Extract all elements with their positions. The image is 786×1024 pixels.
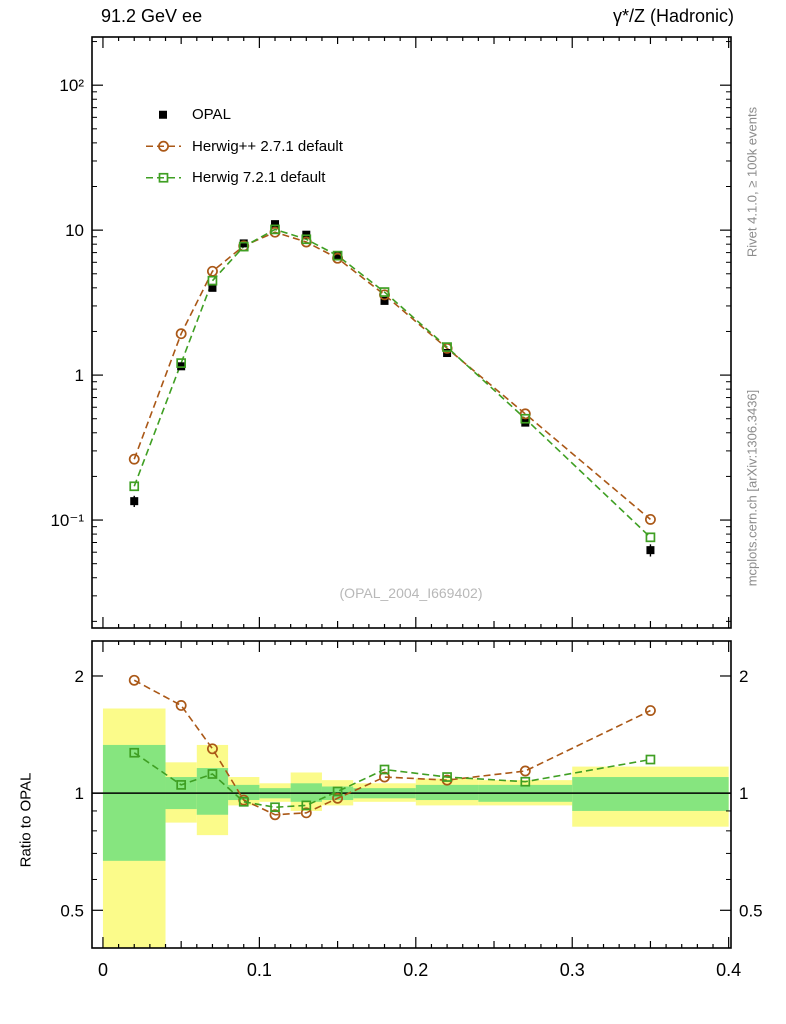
- opal-data-point: [380, 296, 389, 305]
- ratio-data-point: [519, 765, 531, 777]
- ratio-y-tick-label-left: 0.5: [60, 901, 84, 920]
- legend-item-herwig7: Herwig 7.2.1 default: [192, 162, 343, 194]
- y-axis-tick-label: 1: [75, 366, 84, 385]
- model-data-point: [442, 342, 452, 352]
- ratio-data-point: [379, 771, 390, 783]
- ratio-axis-label: Ratio to OPAL: [17, 772, 35, 868]
- plot-title-right: γ*/Z (Hadronic): [612, 6, 734, 26]
- ratio-data-point: [128, 674, 140, 686]
- ratio-data-point: [442, 772, 452, 782]
- ratio-y-tick-label-left: 2: [75, 667, 84, 686]
- mcplots-reference-label: mcplots.cern.ch [arXiv:1306.3436]: [744, 389, 760, 587]
- model-data-point: [238, 241, 249, 252]
- opal-data-point: [333, 252, 342, 261]
- x-axis-tick-label: 0.3: [560, 960, 585, 980]
- model-data-point: [270, 224, 280, 235]
- ratio-data-point: [332, 786, 343, 797]
- x-axis-tick-label: 0.1: [247, 960, 272, 980]
- ratio-data-point: [238, 796, 249, 807]
- ratio-data-point: [207, 769, 218, 779]
- legend-label-herwig7: Herwig 7.2.1 default: [192, 169, 326, 186]
- ratio-data-point: [644, 705, 656, 717]
- model-curve: [133, 228, 651, 538]
- uncertainty-band-green: [572, 777, 729, 811]
- ratio-y-tick-label-right: 0.5: [739, 901, 763, 920]
- ratio-data-point: [332, 792, 344, 804]
- model-data-point: [128, 453, 140, 465]
- ratio-model-curve: [133, 752, 651, 809]
- opal-data-point: [646, 546, 655, 555]
- model-data-point: [644, 513, 656, 525]
- legend-herwigpp-marker-icon: [158, 140, 169, 152]
- legend-item-opal: OPAL: [192, 99, 343, 131]
- model-data-point: [129, 481, 140, 492]
- ratio-data-point: [379, 764, 390, 775]
- ratio-y-tick-label-right: 1: [739, 784, 748, 803]
- uncertainty-band-green: [102, 744, 166, 861]
- x-axis-tick-label: 0: [98, 960, 108, 980]
- model-data-point: [301, 234, 312, 245]
- model-data-point: [379, 287, 390, 297]
- legend: OPAL Herwig++ 2.7.1 default Herwig 7.2.1…: [192, 99, 343, 194]
- model-data-point: [332, 250, 343, 261]
- ratio-data-point: [300, 807, 312, 819]
- y-axis-tick-label: 10²: [59, 76, 84, 95]
- x-axis-tick-label: 0.2: [403, 960, 428, 980]
- ratio-data-point: [520, 776, 531, 787]
- model-data-point: [175, 328, 187, 340]
- ratio-data-point: [129, 747, 140, 758]
- x-axis-tick-label: 0.4: [716, 960, 741, 980]
- ratio-data-point: [206, 743, 218, 755]
- uncertainty-band-green: [196, 768, 229, 815]
- legend-item-herwigpp: Herwig++ 2.7.1 default: [192, 131, 343, 163]
- model-curve: [133, 231, 651, 521]
- opal-data-point: [130, 497, 139, 506]
- ratio-panel-frame: [91, 640, 732, 949]
- model-data-point: [207, 275, 218, 286]
- ratio-data-point: [270, 802, 280, 813]
- rivet-version-label: Rivet 4.1.0, ≥ 100k events: [744, 106, 760, 258]
- ratio-data-point: [645, 754, 656, 765]
- analysis-watermark: (OPAL_2004_I669402): [339, 585, 483, 601]
- model-data-point: [645, 532, 656, 543]
- ratio-data-point: [176, 780, 187, 790]
- legend-herwig7-marker-icon: [158, 172, 169, 183]
- legend-label-herwigpp: Herwig++ 2.7.1 default: [192, 137, 343, 155]
- legend-label-opal: OPAL: [192, 106, 231, 123]
- model-data-point: [176, 358, 187, 368]
- plot-title-left: 91.2 GeV ee: [101, 6, 203, 26]
- ratio-data-point: [175, 700, 187, 711]
- y-axis-tick-label: 10: [65, 221, 84, 240]
- main-panel-frame: [91, 36, 732, 629]
- model-data-point: [520, 413, 531, 424]
- opal-data-point: [271, 220, 280, 229]
- opal-data-point: [208, 283, 217, 292]
- ratio-data-point: [301, 800, 312, 811]
- y-axis-tick-label: 10⁻¹: [50, 511, 84, 530]
- ratio-y-tick-label-right: 2: [739, 667, 748, 686]
- ratio-data-point: [269, 809, 281, 821]
- ratio-model-curve: [133, 679, 651, 816]
- legend-opal-marker-icon: [159, 110, 167, 119]
- ratio-y-tick-label-left: 1: [75, 784, 84, 803]
